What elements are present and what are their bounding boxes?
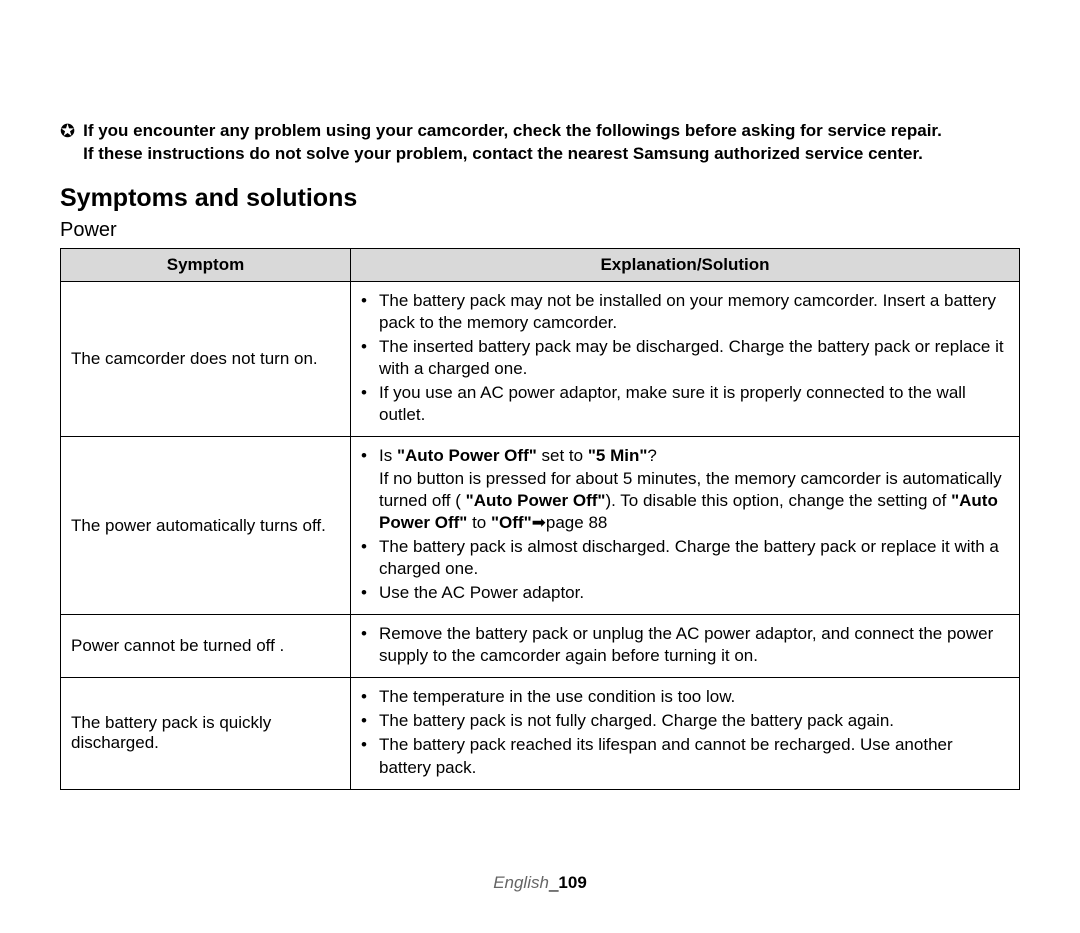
intro-text: If you encounter any problem using your … xyxy=(83,120,942,166)
footer-page-number: 109 xyxy=(558,873,586,892)
footer-language: English xyxy=(493,873,549,892)
bullet-text: If you use an AC power adaptor, make sur… xyxy=(379,382,1009,426)
bullet-icon: • xyxy=(361,382,379,426)
symptom-cell: Power cannot be turned off . xyxy=(61,615,351,678)
explanation-cell: • Is "Auto Power Off" set to "5 Min"? If… xyxy=(351,437,1020,615)
bullet-icon: • xyxy=(361,336,379,380)
bullet-text: The battery pack may not be installed on… xyxy=(379,290,1009,334)
symptom-cell: The battery pack is quickly discharged. xyxy=(61,678,351,789)
star-bullet-icon: ✪ xyxy=(60,120,75,166)
header-explanation: Explanation/Solution xyxy=(351,248,1020,281)
bullet-icon: • xyxy=(361,734,379,778)
table-row: The battery pack is quickly discharged. … xyxy=(61,678,1020,789)
table-row: The power automatically turns off. • Is … xyxy=(61,437,1020,615)
intro-line2: If these instructions do not solve your … xyxy=(83,144,923,163)
bullet-icon: • xyxy=(361,710,379,732)
troubleshooting-table: Symptom Explanation/Solution The camcord… xyxy=(60,248,1020,790)
bullet-icon: • xyxy=(361,536,379,580)
bullet-icon: • xyxy=(361,686,379,708)
explanation-cell: •The battery pack may not be installed o… xyxy=(351,281,1020,437)
header-symptom: Symptom xyxy=(61,248,351,281)
symptom-cell: The power automatically turns off. xyxy=(61,437,351,615)
section-heading: Symptoms and solutions xyxy=(60,184,1020,213)
bullet-icon: • xyxy=(361,290,379,334)
page-reference: ➡page 88 xyxy=(532,512,608,534)
explanation-cell: •Remove the battery pack or unplug the A… xyxy=(351,615,1020,678)
table-row: The camcorder does not turn on. •The bat… xyxy=(61,281,1020,437)
footer-separator: _ xyxy=(549,873,558,892)
bullet-text: Remove the battery pack or unplug the AC… xyxy=(379,623,1009,667)
explanation-cell: •The temperature in the use condition is… xyxy=(351,678,1020,789)
bullet-text: The battery pack is not fully charged. C… xyxy=(379,710,1009,732)
bullet-text: Is "Auto Power Off" set to "5 Min"? If n… xyxy=(379,445,1009,533)
bullet-icon: • xyxy=(361,445,379,533)
section-subheading: Power xyxy=(60,219,1020,242)
bullet-text: Use the AC Power adaptor. xyxy=(379,582,1009,604)
page-footer: English_109 xyxy=(0,873,1080,893)
bullet-text: The temperature in the use condition is … xyxy=(379,686,1009,708)
intro-line1: If you encounter any problem using your … xyxy=(83,121,942,140)
page-content: ✪ If you encounter any problem using you… xyxy=(0,0,1080,790)
bullet-text: The battery pack is almost discharged. C… xyxy=(379,536,1009,580)
symptom-cell: The camcorder does not turn on. xyxy=(61,281,351,437)
intro-block: ✪ If you encounter any problem using you… xyxy=(60,120,1020,166)
bullet-icon: • xyxy=(361,582,379,604)
bullet-text: The battery pack reached its lifespan an… xyxy=(379,734,1009,778)
bullet-icon: • xyxy=(361,623,379,667)
table-row: Power cannot be turned off . •Remove the… xyxy=(61,615,1020,678)
bullet-text: The inserted battery pack may be dischar… xyxy=(379,336,1009,380)
